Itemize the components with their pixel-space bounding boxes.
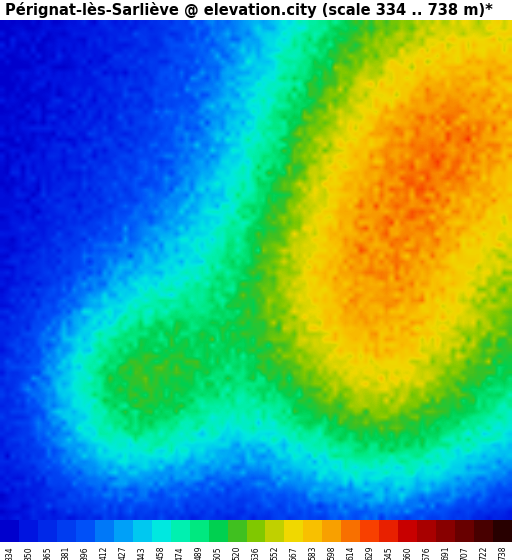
- Bar: [379, 520, 398, 542]
- Bar: [493, 520, 512, 542]
- Bar: [285, 520, 304, 542]
- Bar: [133, 520, 152, 542]
- Bar: [266, 520, 285, 542]
- Bar: [38, 520, 57, 542]
- Text: 567: 567: [289, 546, 298, 560]
- Bar: [114, 520, 133, 542]
- Text: 381: 381: [62, 546, 71, 560]
- Text: 396: 396: [81, 546, 90, 560]
- Bar: [360, 520, 379, 542]
- Text: 707: 707: [460, 546, 469, 560]
- Text: 474: 474: [176, 546, 185, 560]
- Bar: [417, 520, 436, 542]
- Bar: [455, 520, 474, 542]
- Text: 629: 629: [365, 546, 374, 560]
- Text: 738: 738: [498, 546, 507, 560]
- Text: 691: 691: [441, 546, 450, 560]
- Text: 412: 412: [100, 546, 109, 560]
- Text: 552: 552: [270, 546, 280, 560]
- Bar: [95, 520, 114, 542]
- Text: 536: 536: [251, 546, 261, 560]
- Text: 520: 520: [232, 546, 242, 560]
- Bar: [323, 520, 342, 542]
- Text: 489: 489: [195, 546, 204, 560]
- Text: 443: 443: [138, 546, 147, 560]
- Bar: [57, 520, 76, 542]
- Text: 505: 505: [214, 546, 223, 560]
- Text: 722: 722: [479, 546, 488, 560]
- Text: 583: 583: [308, 546, 317, 560]
- Text: 660: 660: [403, 546, 412, 560]
- Text: 614: 614: [346, 546, 355, 560]
- Bar: [436, 520, 455, 542]
- Bar: [474, 520, 493, 542]
- Text: Pérignat-lès-Sarliève @ elevation.city (scale 334 .. 738 m)*: Pérignat-lès-Sarliève @ elevation.city (…: [5, 2, 493, 18]
- Text: 427: 427: [119, 546, 128, 560]
- Bar: [76, 520, 95, 542]
- Bar: [189, 520, 208, 542]
- Bar: [246, 520, 266, 542]
- Text: 458: 458: [157, 546, 166, 560]
- Text: 676: 676: [422, 546, 431, 560]
- Text: 334: 334: [5, 546, 14, 560]
- Text: 365: 365: [43, 546, 52, 560]
- Bar: [19, 520, 38, 542]
- Text: 645: 645: [384, 546, 393, 560]
- Bar: [152, 520, 170, 542]
- Bar: [342, 520, 360, 542]
- Bar: [227, 520, 246, 542]
- Text: 598: 598: [327, 546, 336, 560]
- Bar: [304, 520, 323, 542]
- Text: 350: 350: [24, 546, 33, 560]
- Bar: [0, 520, 19, 542]
- Bar: [208, 520, 227, 542]
- Bar: [170, 520, 189, 542]
- Bar: [398, 520, 417, 542]
